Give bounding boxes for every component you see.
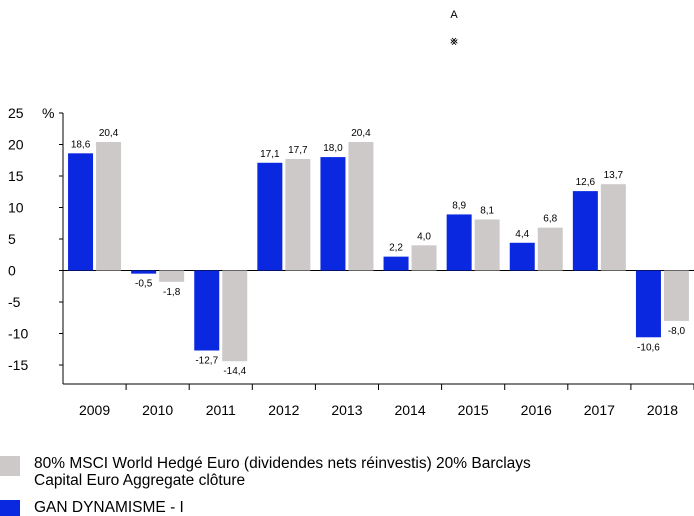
- top-glyph: ⨳: [449, 33, 459, 48]
- data-label-benchmark: -8,0: [668, 326, 686, 337]
- bar-fund: [509, 242, 535, 271]
- data-label-fund: 12,6: [576, 177, 596, 188]
- data-label-fund: 2,2: [389, 243, 403, 254]
- data-label-fund: -10,6: [637, 342, 660, 353]
- data-label-benchmark: 8,1: [480, 205, 494, 216]
- y-tick-label: 5: [8, 231, 16, 247]
- data-label-benchmark: -1,8: [163, 287, 181, 298]
- bar-fund: [68, 153, 94, 271]
- y-tick-label: 25: [8, 105, 24, 121]
- data-label-benchmark: 20,4: [99, 128, 119, 139]
- x-tick-label: 2017: [584, 402, 615, 418]
- y-tick-label: 10: [8, 200, 24, 216]
- x-tick-label: 2013: [331, 402, 362, 418]
- bar-fund: [257, 162, 283, 271]
- data-label-fund: 8,9: [452, 200, 466, 211]
- y-tick-label: 0: [8, 263, 16, 279]
- legend-label-fund: GAN DYNAMISME - I: [34, 499, 184, 516]
- data-label-benchmark: 20,4: [351, 128, 371, 139]
- data-label-fund: -12,7: [195, 356, 218, 367]
- y-tick-label: -15: [8, 357, 28, 373]
- bar-fund: [194, 270, 220, 351]
- y-tick-label: 20: [8, 137, 24, 153]
- legend-label-benchmark-line2: Capital Euro Aggregate clôture: [34, 472, 246, 489]
- x-tick-label: 2009: [79, 402, 110, 418]
- data-label-benchmark: 13,7: [604, 170, 624, 181]
- x-tick-label: 2012: [268, 402, 299, 418]
- y-tick-label: -10: [8, 326, 28, 342]
- bar-benchmark: [537, 227, 563, 271]
- bar-benchmark: [411, 245, 437, 271]
- bar-benchmark: [96, 141, 122, 271]
- bar-benchmark: [348, 141, 374, 271]
- x-tick-label: 2015: [458, 402, 489, 418]
- y-axis-label: %: [42, 105, 54, 121]
- y-tick-label: 15: [8, 168, 24, 184]
- data-label-fund: 18,0: [323, 143, 343, 154]
- x-tick-label: 2018: [647, 402, 678, 418]
- bar-fund: [131, 270, 157, 274]
- bar-fund: [635, 270, 661, 338]
- data-label-fund: 18,6: [71, 139, 91, 150]
- legend-swatch-fund: [0, 500, 20, 516]
- x-tick-label: 2011: [206, 402, 236, 418]
- bar-fund: [446, 214, 472, 271]
- data-label-benchmark: 6,8: [543, 214, 557, 225]
- bar-chart: -15 -10 -5 0 5 10 15 20 25 % 2009 2010 2011 2012 2013 2…: [8, 105, 694, 418]
- bar-fund: [572, 191, 598, 271]
- bar-benchmark: [159, 270, 185, 282]
- data-label-benchmark: 4,0: [417, 231, 431, 242]
- x-tick-label: 2010: [142, 402, 173, 418]
- data-label-fund: -0,5: [135, 279, 153, 290]
- bar-benchmark: [663, 270, 689, 321]
- bar-benchmark: [285, 158, 311, 271]
- bar-benchmark: [474, 219, 500, 271]
- data-label-benchmark: -14,4: [223, 366, 246, 377]
- data-label-fund: 4,4: [515, 229, 529, 240]
- data-label-fund: 17,1: [260, 149, 280, 160]
- top-letter: A: [450, 9, 458, 21]
- data-label-benchmark: 17,7: [288, 145, 308, 156]
- x-tick-label: 2016: [521, 402, 552, 418]
- bar-fund: [320, 157, 346, 271]
- bar-benchmark: [600, 184, 626, 271]
- legend-label-benchmark-line1: 80% MSCI World Hedgé Euro (dividendes ne…: [34, 455, 531, 472]
- bar-benchmark: [222, 270, 248, 362]
- y-tick-label: -5: [8, 294, 21, 310]
- legend-swatch-benchmark: [0, 456, 20, 476]
- x-tick-label: 2014: [394, 402, 425, 418]
- bar-fund: [383, 256, 409, 271]
